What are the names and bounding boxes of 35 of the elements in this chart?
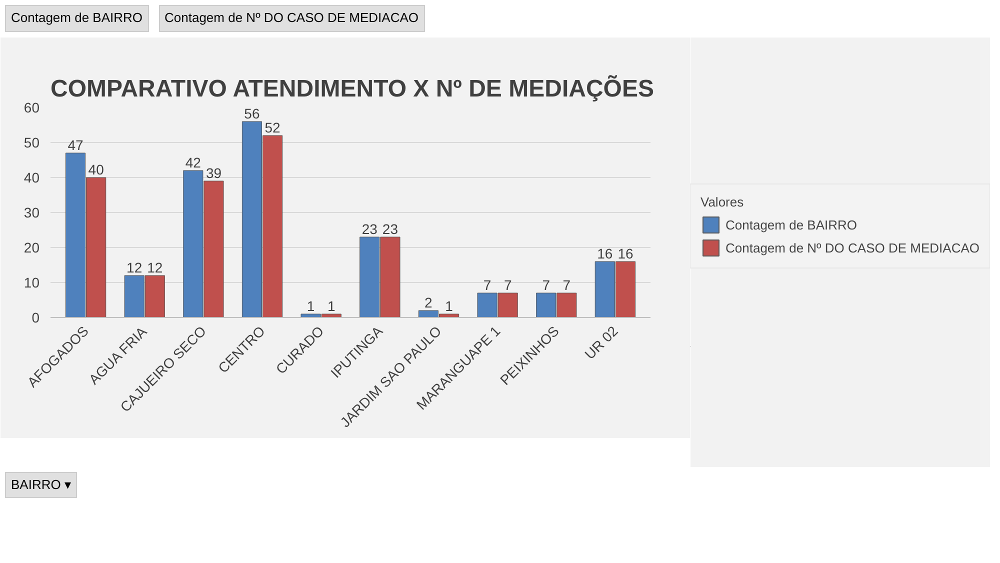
data-label: 7	[483, 276, 492, 293]
data-label: 1	[306, 298, 315, 314]
text: BAIRRO ▾	[11, 476, 72, 494]
y-tick-label: 20	[24, 239, 40, 256]
data-label: 23	[382, 220, 398, 237]
data-label: 7	[504, 276, 512, 293]
legend-label: Contagem de Nº DO CASO DE MEDIACAO	[726, 240, 980, 256]
y-tick-label: 60	[24, 99, 40, 116]
text: Contagem de Nº DO CASO DE MEDIACAO	[164, 9, 419, 27]
data-label: 2	[424, 294, 433, 310]
y-tick-label: 30	[24, 204, 40, 220]
y-tick-label: 10	[24, 274, 40, 290]
y-tick-label: 50	[24, 134, 40, 150]
data-label: 16	[597, 245, 613, 262]
y-tick-label: 40	[24, 169, 40, 186]
legend-label: Contagem de BAIRRO	[726, 217, 858, 232]
data-label: 1	[327, 298, 336, 314]
data-label: 39	[206, 164, 222, 181]
data-label: 12	[147, 259, 163, 276]
x-tick-label: UR 02	[581, 322, 622, 362]
data-label: 7	[542, 276, 550, 293]
data-label: 16	[618, 245, 634, 262]
data-label: 7	[562, 276, 571, 293]
data-label: 40	[88, 161, 104, 178]
data-label: 23	[362, 220, 378, 237]
data-label: 47	[68, 136, 84, 153]
legend-title: Valores	[700, 194, 745, 210]
y-tick-label: 0	[32, 309, 40, 326]
data-label: 1	[445, 298, 454, 314]
chart-title: COMPARATIVO ATENDIMENTO X Nº DE MEDIAÇÕES	[50, 74, 654, 102]
text: Contagem de BAIRRO	[11, 9, 143, 27]
data-label: 52	[264, 119, 281, 136]
data-label: 12	[126, 259, 142, 276]
data-label: 56	[244, 105, 260, 122]
data-label: 42	[185, 154, 202, 170]
